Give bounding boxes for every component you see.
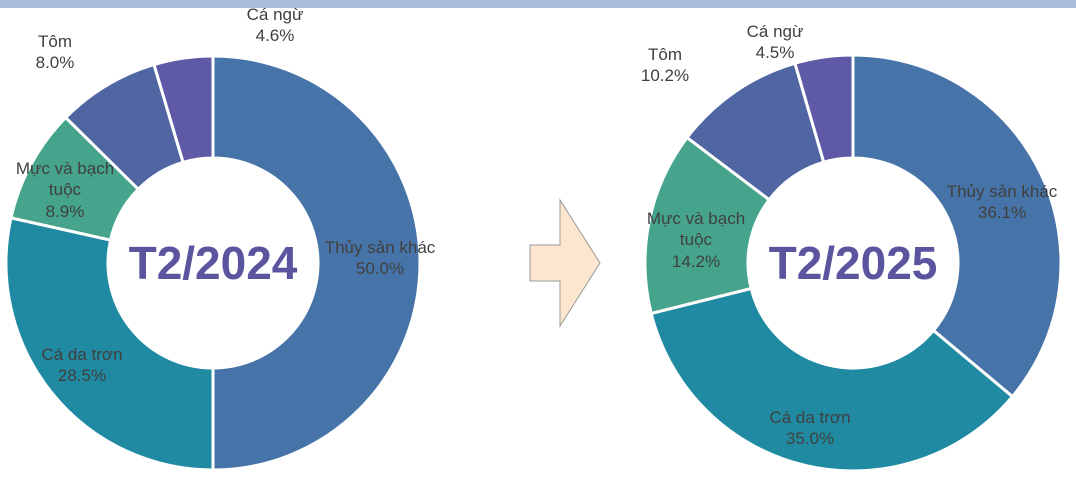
donut-segment xyxy=(643,135,772,316)
data-label: Cá da trơn 35.0% xyxy=(745,407,875,450)
category-label: Thủy sản khác xyxy=(946,181,1058,201)
arrow xyxy=(529,198,601,328)
data-label: Mực và bạch tuộc 8.9% xyxy=(10,158,120,222)
value-label: 50.0% xyxy=(355,259,405,278)
data-label: Tôm 10.2% xyxy=(620,44,710,87)
top-strip xyxy=(0,0,1076,8)
value-label: 35.0% xyxy=(785,429,835,448)
value-label: 4.5% xyxy=(755,43,795,62)
category-label: Cá ngừ xyxy=(746,21,804,41)
category-label: Thủy sản khác xyxy=(324,237,436,257)
donut-segment xyxy=(793,53,855,165)
category-label: Cá da trơn xyxy=(41,344,123,364)
category-label: Cá ngừ xyxy=(246,4,304,24)
category-label: Mực và bạch tuộc xyxy=(15,159,115,200)
donut-segment xyxy=(4,216,215,472)
center-label: T2/2025 xyxy=(769,237,938,289)
value-label: 28.5% xyxy=(57,366,107,385)
value-label: 36.1% xyxy=(977,203,1027,222)
data-label: Tôm 8.0% xyxy=(10,31,100,74)
data-label: Mực và bạch tuộc 14.2% xyxy=(631,208,761,272)
data-label: Cá da trơn 28.5% xyxy=(17,344,147,387)
value-label: 8.0% xyxy=(35,53,75,72)
donut-segment xyxy=(211,54,422,472)
value-label: 4.6% xyxy=(255,26,295,45)
donut-segment xyxy=(649,286,1015,473)
category-label: Tôm xyxy=(648,44,682,64)
donut-segment xyxy=(152,54,215,165)
value-label: 8.9% xyxy=(45,201,85,221)
category-label: Cá da trơn xyxy=(769,407,851,427)
value-label: 10.2% xyxy=(640,66,690,85)
value-label: 14.2% xyxy=(671,251,721,271)
data-label: Thủy sản khác 50.0% xyxy=(315,237,445,280)
category-label: Mực và bạch tuộc xyxy=(646,209,746,250)
category-label: Tôm xyxy=(38,31,72,51)
donut-segment xyxy=(851,53,1063,399)
center-label: T2/2024 xyxy=(129,237,298,289)
data-label: Thủy sản khác 36.1% xyxy=(937,181,1067,224)
data-label: Cá ngừ 4.6% xyxy=(230,4,320,47)
data-label: Cá ngừ 4.5% xyxy=(730,21,820,64)
